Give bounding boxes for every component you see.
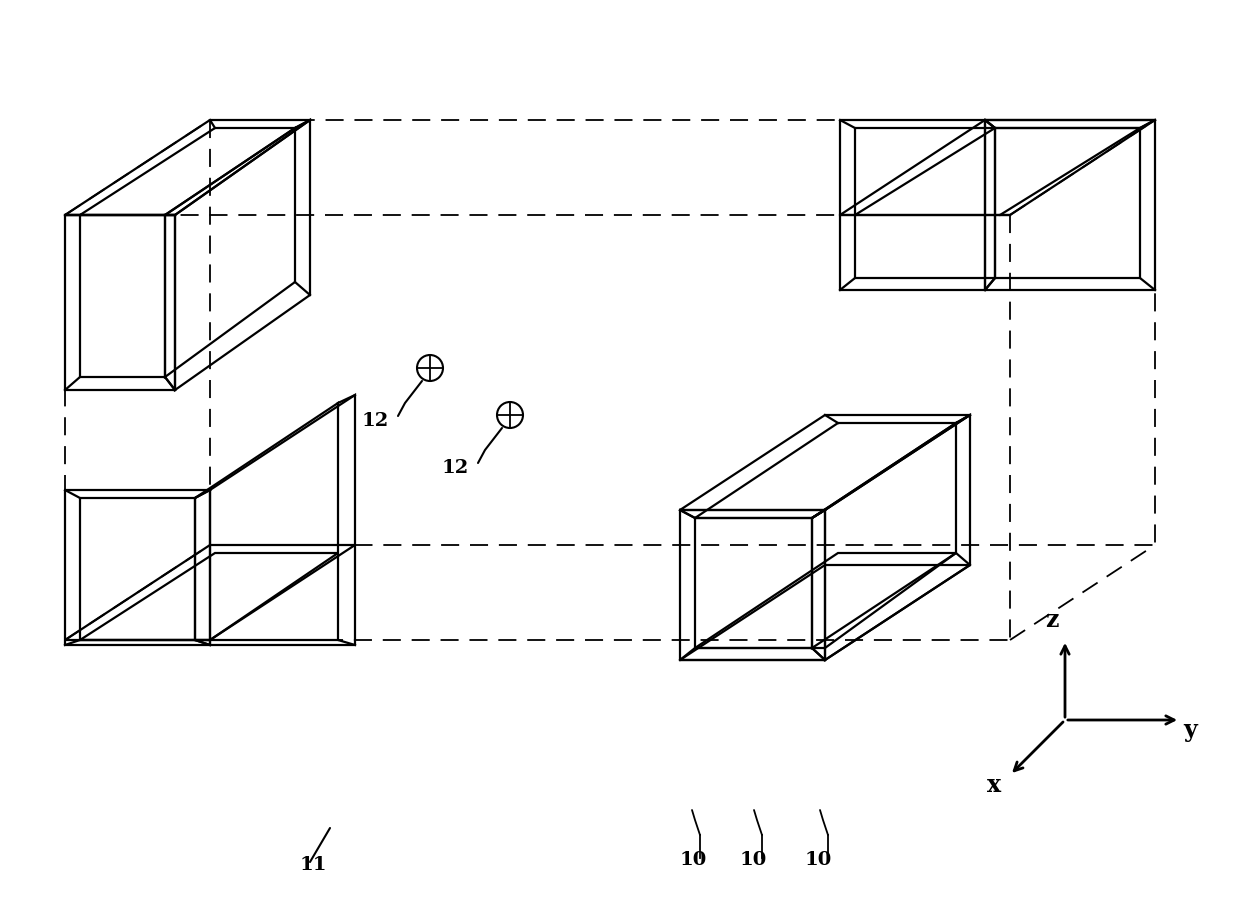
Text: 10: 10 [680,851,707,869]
Text: 12: 12 [362,412,389,430]
Text: 10: 10 [805,851,832,869]
Text: y: y [1183,718,1197,742]
Text: x: x [987,773,1001,797]
Text: 11: 11 [300,856,327,874]
Text: z: z [1045,608,1059,632]
Text: 12: 12 [441,459,469,477]
Text: 10: 10 [740,851,768,869]
